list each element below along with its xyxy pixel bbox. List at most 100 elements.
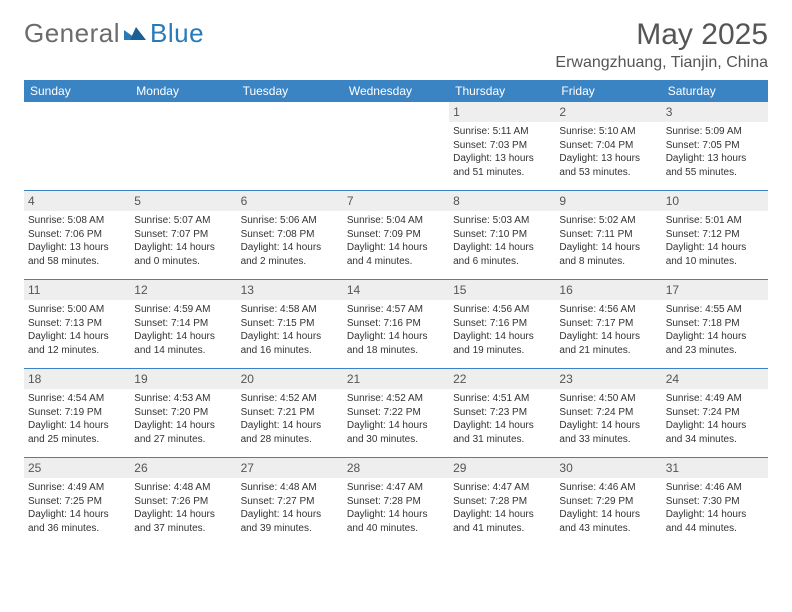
day-cell: 24 Sunrise: 4:49 AMSunset: 7:24 PMDayligh… [662, 369, 768, 457]
day-number: 28 [343, 458, 449, 478]
daylight-line: Daylight: 14 hours and 25 minutes. [28, 419, 126, 446]
daylight-line: Daylight: 14 hours and 8 minutes. [559, 241, 657, 268]
sunset-line: Sunset: 7:17 PM [559, 317, 657, 331]
sunset-line: Sunset: 7:18 PM [666, 317, 764, 331]
day-cell: 3Sunrise: 5:09 AMSunset: 7:05 PMDaylight… [662, 102, 768, 190]
daylight-line: Daylight: 14 hours and 4 minutes. [347, 241, 445, 268]
day-number: 21 [343, 369, 449, 389]
day-number: 23 [555, 369, 661, 389]
day-cell: 26Sunrise: 4:48 AMSunset: 7:26 PMDayligh… [130, 458, 236, 546]
day-cell [130, 102, 236, 190]
daylight-line: Daylight: 14 hours and 33 minutes. [559, 419, 657, 446]
day-number: 5 [130, 191, 236, 211]
daylight-line: Daylight: 13 hours and 58 minutes. [28, 241, 126, 268]
sunset-line: Sunset: 7:09 PM [347, 228, 445, 242]
sunrise-line: Sunrise: 4:47 AM [347, 481, 445, 495]
weekday-header: Tuesday [237, 80, 343, 102]
daylight-line: Daylight: 14 hours and 27 minutes. [134, 419, 232, 446]
day-number: 2 [555, 102, 661, 122]
title-block: May 2025 Erwangzhuang, Tianjin, China [555, 18, 768, 72]
day-number: 16 [555, 280, 661, 300]
day-number: 11 [24, 280, 130, 300]
day-number: 18 [24, 369, 130, 389]
sunrise-line: Sunrise: 5:09 AM [666, 125, 764, 139]
sunset-line: Sunset: 7:24 PM [559, 406, 657, 420]
sunrise-line: Sunrise: 4:49 AM [28, 481, 126, 495]
daylight-line: Daylight: 14 hours and 30 minutes. [347, 419, 445, 446]
sunset-line: Sunset: 7:08 PM [241, 228, 339, 242]
weekday-header-row: SundayMondayTuesdayWednesdayThursdayFrid… [24, 80, 768, 102]
day-cell: 13Sunrise: 4:58 AMSunset: 7:15 PMDayligh… [237, 280, 343, 368]
daylight-line: Daylight: 14 hours and 18 minutes. [347, 330, 445, 357]
sunrise-line: Sunrise: 4:46 AM [559, 481, 657, 495]
day-cell [343, 102, 449, 190]
day-number: 26 [130, 458, 236, 478]
day-number: 30 [555, 458, 661, 478]
logo-text-a: General [24, 18, 120, 49]
daylight-line: Daylight: 14 hours and 44 minutes. [666, 508, 764, 535]
sunrise-line: Sunrise: 4:55 AM [666, 303, 764, 317]
calendar-week-row: 25Sunrise: 4:49 AMSunset: 7:25 PMDayligh… [24, 457, 768, 546]
day-cell: 28Sunrise: 4:47 AMSunset: 7:28 PMDayligh… [343, 458, 449, 546]
sunrise-line: Sunrise: 4:52 AM [241, 392, 339, 406]
logo: General Blue [24, 18, 204, 49]
sunrise-line: Sunrise: 5:07 AM [134, 214, 232, 228]
sunset-line: Sunset: 7:04 PM [559, 139, 657, 153]
month-title: May 2025 [555, 18, 768, 52]
sunset-line: Sunset: 7:10 PM [453, 228, 551, 242]
sunrise-line: Sunrise: 5:06 AM [241, 214, 339, 228]
daylight-line: Daylight: 13 hours and 53 minutes. [559, 152, 657, 179]
sunset-line: Sunset: 7:23 PM [453, 406, 551, 420]
day-number: 27 [237, 458, 343, 478]
sunset-line: Sunset: 7:15 PM [241, 317, 339, 331]
daylight-line: Daylight: 14 hours and 31 minutes. [453, 419, 551, 446]
sunset-line: Sunset: 7:11 PM [559, 228, 657, 242]
day-cell [237, 102, 343, 190]
calendar-week-row: 18Sunrise: 4:54 AMSunset: 7:19 PMDayligh… [24, 368, 768, 457]
day-cell: 31 Sunrise: 4:46 AMSunset: 7:30 PMDayligh… [662, 458, 768, 546]
day-number: 10 [662, 191, 768, 211]
day-number: 6 [237, 191, 343, 211]
page-header: General Blue May 2025 Erwangzhuang, Tian… [24, 18, 768, 72]
sunset-line: Sunset: 7:05 PM [666, 139, 764, 153]
sunrise-line: Sunrise: 4:48 AM [241, 481, 339, 495]
day-number: 20 [237, 369, 343, 389]
sunrise-line: Sunrise: 4:53 AM [134, 392, 232, 406]
sunrise-line: Sunrise: 4:52 AM [347, 392, 445, 406]
sunrise-line: Sunrise: 4:49 AM [666, 392, 764, 406]
day-cell: 30Sunrise: 4:46 AMSunset: 7:29 PMDayligh… [555, 458, 661, 546]
day-cell: 12Sunrise: 4:59 AMSunset: 7:14 PMDayligh… [130, 280, 236, 368]
sunset-line: Sunset: 7:30 PM [666, 495, 764, 509]
logo-mark-icon [124, 18, 148, 49]
day-cell: 22Sunrise: 4:51 AMSunset: 7:23 PMDayligh… [449, 369, 555, 457]
day-number: 31 [662, 458, 768, 478]
sunrise-line: Sunrise: 5:02 AM [559, 214, 657, 228]
sunset-line: Sunset: 7:20 PM [134, 406, 232, 420]
day-cell: 19Sunrise: 4:53 AMSunset: 7:20 PMDayligh… [130, 369, 236, 457]
sunrise-line: Sunrise: 4:54 AM [28, 392, 126, 406]
sunset-line: Sunset: 7:19 PM [28, 406, 126, 420]
day-number: 14 [343, 280, 449, 300]
day-number: 4 [24, 191, 130, 211]
day-cell: 23Sunrise: 4:50 AMSunset: 7:24 PMDayligh… [555, 369, 661, 457]
day-number: 3 [662, 102, 768, 122]
sunset-line: Sunset: 7:29 PM [559, 495, 657, 509]
day-number: 24 [662, 369, 768, 389]
sunset-line: Sunset: 7:16 PM [453, 317, 551, 331]
sunset-line: Sunset: 7:27 PM [241, 495, 339, 509]
sunrise-line: Sunrise: 5:10 AM [559, 125, 657, 139]
daylight-line: Daylight: 14 hours and 19 minutes. [453, 330, 551, 357]
sunrise-line: Sunrise: 4:46 AM [666, 481, 764, 495]
sunset-line: Sunset: 7:24 PM [666, 406, 764, 420]
sunrise-line: Sunrise: 4:58 AM [241, 303, 339, 317]
day-cell: 15Sunrise: 4:56 AMSunset: 7:16 PMDayligh… [449, 280, 555, 368]
day-cell: 25Sunrise: 4:49 AMSunset: 7:25 PMDayligh… [24, 458, 130, 546]
sunrise-line: Sunrise: 4:51 AM [453, 392, 551, 406]
sunrise-line: Sunrise: 5:00 AM [28, 303, 126, 317]
day-cell: 4Sunrise: 5:08 AMSunset: 7:06 PMDaylight… [24, 191, 130, 279]
daylight-line: Daylight: 14 hours and 12 minutes. [28, 330, 126, 357]
sunset-line: Sunset: 7:06 PM [28, 228, 126, 242]
daylight-line: Daylight: 14 hours and 34 minutes. [666, 419, 764, 446]
weekday-header: Wednesday [343, 80, 449, 102]
sunset-line: Sunset: 7:14 PM [134, 317, 232, 331]
